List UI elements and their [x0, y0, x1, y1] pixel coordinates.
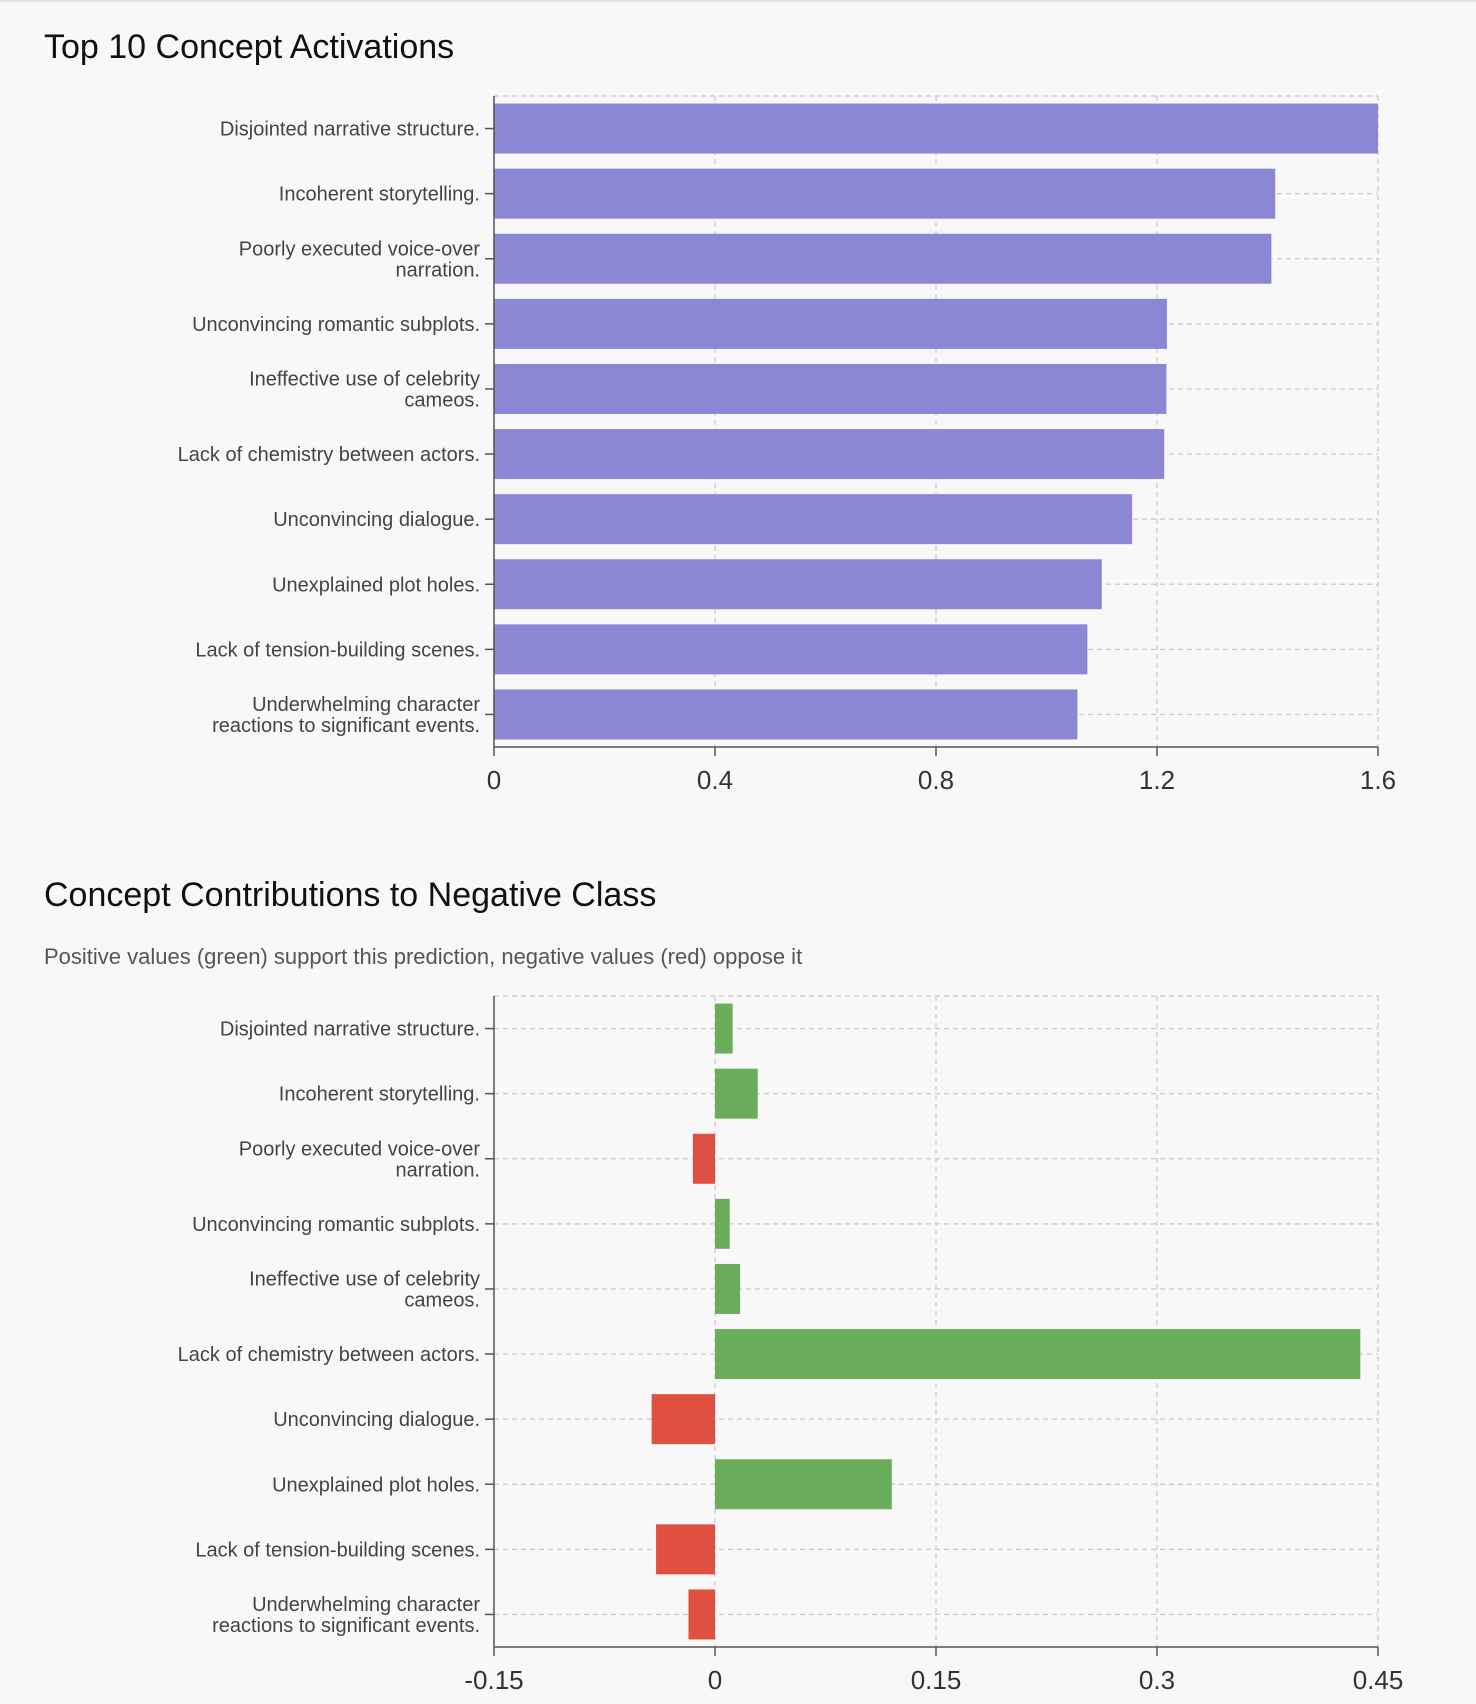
bar-8 [715, 1459, 892, 1510]
bar-6 [494, 429, 1165, 480]
category-label: Ineffective use of celebrity cameos. [249, 1268, 480, 1311]
bar-3 [494, 233, 1272, 284]
category-label: Poorly executed voice-over narration. [239, 238, 481, 281]
category-label: Unconvincing dialogue. [273, 1409, 480, 1431]
category-label: Incoherent storytelling. [279, 184, 480, 206]
bar-7 [494, 494, 1133, 545]
category-label: Unexplained plot holes. [272, 574, 480, 596]
activations-bar-chart: Disjointed narrative structure. Incoheren… [178, 95, 1396, 795]
contributions-bar-chart: Disjointed narrative structure. Incoheren… [178, 995, 1404, 1695]
chart-subtitle-contributions: Positive values (green) support this pre… [44, 944, 803, 969]
x-tick-label: 0.3 [1139, 1665, 1175, 1695]
bar-9 [494, 624, 1088, 675]
bar-4 [494, 298, 1167, 349]
x-tick-label: 1.2 [1139, 765, 1175, 795]
category-label: Lack of tension-building scenes. [195, 639, 480, 661]
x-tick-label: 0.15 [911, 1665, 962, 1695]
bar-2 [715, 1068, 758, 1119]
bar-5 [494, 363, 1167, 414]
chart-title-activations: Top 10 Concept Activations [44, 28, 455, 66]
bar-8 [494, 559, 1102, 610]
bar-7 [651, 1394, 715, 1445]
bar-10 [494, 689, 1078, 740]
category-label: Disjointed narrative structure. [220, 119, 480, 141]
bar-4 [715, 1198, 730, 1249]
bar-9 [656, 1524, 715, 1575]
category-label: Underwhelming character reactions to sign… [212, 1594, 480, 1637]
x-tick-label: 0 [708, 1665, 722, 1695]
bar-5 [715, 1263, 741, 1314]
category-label: Ineffective use of celebrity cameos. [249, 368, 480, 411]
x-tick-label: 0.45 [1353, 1665, 1404, 1695]
category-label: Disjointed narrative structure. [220, 1019, 480, 1041]
category-label: Underwhelming character reactions to sign… [212, 694, 480, 737]
x-tick-label: -0.15 [464, 1665, 523, 1695]
bar-6 [715, 1329, 1361, 1380]
bar-1 [494, 103, 1378, 154]
category-label: Unconvincing romantic subplots. [192, 1214, 480, 1236]
x-tick-label: 0.8 [918, 765, 954, 795]
category-label: Poorly executed voice-over narration. [239, 1138, 481, 1181]
bar-10 [688, 1589, 715, 1640]
category-label: Lack of chemistry between actors. [178, 1344, 480, 1366]
category-label: Incoherent storytelling. [279, 1084, 480, 1106]
x-tick-label: 1.6 [1360, 765, 1396, 795]
category-label: Unconvincing dialogue. [273, 509, 480, 531]
category-label: Unconvincing romantic subplots. [192, 314, 480, 336]
category-label: Unexplained plot holes. [272, 1474, 480, 1496]
chart-title-contributions: Concept Contributions to Negative Class [44, 876, 657, 914]
x-tick-label: 0.4 [697, 765, 733, 795]
bar-3 [692, 1133, 715, 1184]
x-tick-label: 0 [487, 765, 501, 795]
category-label: Lack of tension-building scenes. [195, 1539, 480, 1561]
bar-2 [494, 168, 1276, 219]
bar-1 [715, 1003, 733, 1054]
category-label: Lack of chemistry between actors. [178, 444, 480, 466]
